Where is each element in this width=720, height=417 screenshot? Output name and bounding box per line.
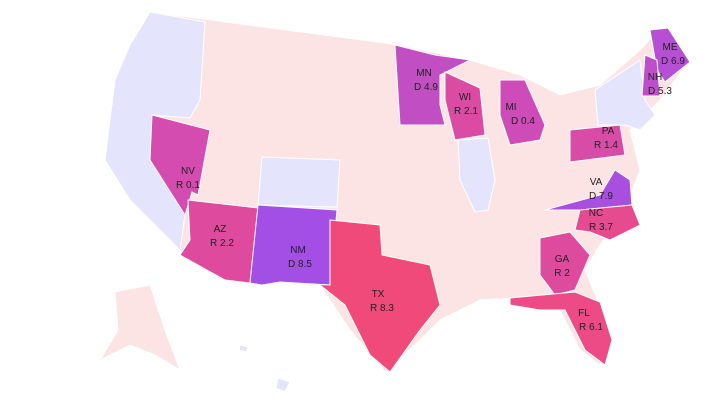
state-margin: R 6.1 (579, 322, 603, 333)
state-margin: D 5.3 (648, 86, 672, 97)
state-abbr: NM (290, 245, 306, 256)
illinois (457, 137, 496, 213)
state (149, 114, 211, 217)
northeast (594, 59, 656, 131)
state (249, 204, 338, 286)
state-abbr: WI (459, 92, 471, 103)
state (444, 71, 486, 141)
state-margin: D 8.5 (288, 259, 312, 270)
state-margin: D 0.4 (511, 116, 535, 127)
state-margin: R 8.3 (370, 303, 394, 314)
state-abbr: MI (505, 102, 516, 113)
state-abbr: NV (181, 166, 195, 177)
state-abbr: FL (578, 308, 590, 319)
state-margin: R 3.7 (589, 222, 613, 233)
state-margin: R 0.1 (176, 180, 200, 191)
state-abbr: VA (590, 177, 603, 188)
state-abbr: ME (663, 42, 678, 53)
hawaii (275, 377, 291, 393)
state-abbr-margin: R 2.2 (210, 238, 234, 249)
alaska (98, 284, 181, 372)
state (569, 124, 626, 163)
state (509, 291, 613, 366)
state-margin: D 7.9 (589, 191, 613, 202)
state-abbr: AZ (214, 224, 227, 235)
state-margin: R 1.4 (594, 140, 618, 151)
state-abbr: TX (372, 289, 385, 300)
state (641, 54, 661, 97)
state-abbr: NC (589, 208, 603, 219)
state (574, 204, 641, 241)
state (539, 231, 591, 296)
state-margin: D 6.9 (661, 56, 685, 67)
hawaii (238, 344, 249, 353)
state-margin: R 2 (554, 268, 570, 279)
colorado (257, 156, 341, 208)
state-margin: D 4.9 (414, 82, 438, 93)
state (279, 219, 441, 373)
state-margin: R 2.1 (454, 106, 478, 117)
state-abbr: PA (602, 126, 615, 137)
state (499, 79, 546, 146)
state-abbr: NH (648, 72, 662, 83)
state-abbr: MN (416, 68, 432, 79)
state-abbr: GA (555, 254, 570, 265)
state (394, 44, 472, 126)
